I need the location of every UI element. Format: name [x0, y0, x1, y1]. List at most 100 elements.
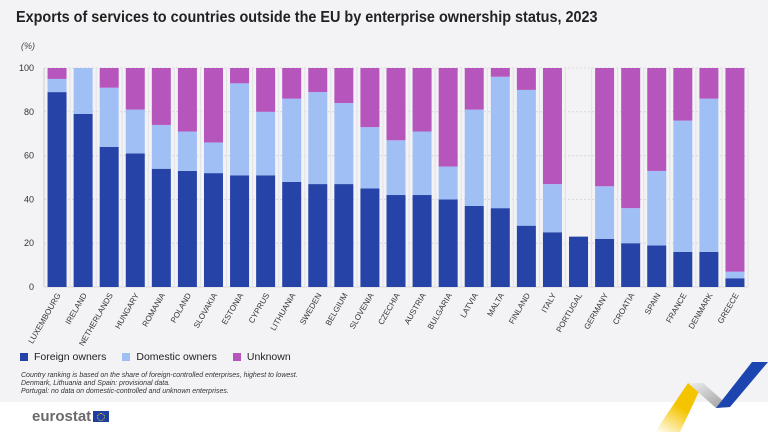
bar-segment-foreign — [725, 278, 745, 287]
x-tick-label: FINLAND — [507, 291, 532, 325]
bar-segment-foreign — [177, 170, 197, 287]
bar-segment-foreign — [438, 199, 458, 287]
footnote: Portugal: no data on domestic-controlled… — [21, 388, 229, 395]
x-tick-label: DENMARK — [687, 291, 715, 331]
bar-segment-unknown — [308, 68, 328, 93]
bar-segment-domestic — [151, 124, 171, 169]
bar-segment-foreign — [99, 146, 119, 287]
y-tick-label: 60 — [24, 151, 34, 161]
bar-segment-domestic — [699, 98, 719, 252]
x-tick-label: ITALY — [540, 291, 559, 314]
legend-item-domestic: Domestic owners — [122, 351, 217, 363]
bar-segment-unknown — [673, 68, 693, 121]
y-tick-label: 40 — [24, 194, 34, 204]
bar-segment-unknown — [490, 68, 510, 77]
bar-segment-foreign — [621, 243, 641, 287]
bar-segment-unknown — [699, 68, 719, 99]
x-tick-label: ROMANIA — [141, 291, 168, 328]
bar-segment-domestic — [203, 142, 223, 174]
legend-item-unknown: Unknown — [232, 351, 291, 363]
bar-segment-domestic — [725, 271, 745, 279]
legend-swatch — [20, 353, 28, 361]
legend-label: Domestic owners — [136, 351, 217, 363]
bar-segment-domestic — [360, 127, 380, 189]
bar-segment-unknown — [230, 68, 250, 84]
x-tick-label: ESTONIA — [220, 291, 246, 326]
x-tick-label: CYPRUS — [247, 292, 271, 325]
bar-segment-unknown — [125, 68, 145, 110]
bar-segment-domestic — [230, 83, 250, 176]
legend-swatch — [232, 353, 241, 361]
bar-segment-domestic — [516, 89, 536, 226]
eurostat-logo: eurostat — [32, 408, 110, 425]
bar-segment-foreign — [673, 251, 693, 287]
bar-segment-foreign — [151, 168, 171, 287]
bar-segment-domestic — [621, 208, 641, 244]
x-tick-label: LATVIA — [459, 291, 481, 319]
bar-segment-foreign — [360, 188, 380, 287]
y-tick-label: 20 — [24, 238, 34, 248]
bar-segment-unknown — [360, 68, 380, 128]
bar-segment-domestic — [47, 78, 67, 93]
bar-segment-unknown — [386, 68, 406, 141]
x-tick-label: FRANCE — [664, 292, 688, 325]
x-tick-label: LUXEMBOURG — [27, 292, 63, 346]
x-tick-label: HUNGARY — [113, 291, 141, 331]
x-tick-label: SLOVENIA — [348, 291, 376, 331]
bar-segment-foreign — [464, 205, 484, 287]
x-tick-label: BULGARIA — [426, 291, 454, 331]
bar-segment-foreign — [386, 195, 406, 287]
bar-segment-foreign — [282, 181, 302, 287]
bar-segment-foreign — [308, 184, 328, 287]
bar-segment-domestic — [386, 140, 406, 196]
legend-item-foreign: Foreign owners — [20, 351, 106, 363]
footnotes: Country ranking is based on the share of… — [21, 372, 298, 396]
bar-segment-foreign — [542, 232, 562, 287]
bar-segment-unknown — [464, 68, 484, 110]
bar-segment-domestic — [73, 68, 93, 114]
bar-segment-unknown — [47, 68, 67, 79]
bar-segment-foreign — [647, 245, 667, 287]
x-tick-label: CROATIA — [611, 291, 637, 326]
bar-segment-unknown — [438, 68, 458, 167]
footnote: Country ranking is based on the share of… — [21, 372, 298, 379]
bar-segment-unknown — [151, 68, 171, 125]
x-tick-label: SPAIN — [643, 291, 663, 316]
bar-segment-domestic — [177, 131, 197, 171]
x-tick-label: MALTA — [485, 291, 506, 318]
bar-segment-unknown — [647, 68, 667, 171]
bar-segment-domestic — [334, 103, 354, 185]
bar-segment-domestic — [282, 98, 302, 182]
footnote: Denmark, Lithuania and Spain: provisiona… — [21, 380, 171, 387]
bar-segment-unknown — [412, 68, 432, 132]
bar-segment-domestic — [99, 87, 119, 147]
bar-segment-domestic — [673, 120, 693, 252]
unit-label: (%) — [21, 41, 35, 51]
bar-segment-unknown — [516, 68, 536, 90]
bar-segment-foreign — [125, 153, 145, 287]
y-tick-label: 0 — [29, 282, 34, 292]
bar-segment-domestic — [542, 184, 562, 233]
bar-segment-unknown — [177, 68, 197, 132]
bar-segment-foreign — [334, 184, 354, 287]
x-tick-label: GERMANY — [582, 291, 610, 331]
x-tick-label: SLOVAKIA — [192, 291, 220, 330]
legend: Foreign owners Domestic owners Unknown — [20, 351, 291, 363]
x-tick-label: GREECE — [716, 292, 741, 326]
bar-segment-foreign — [47, 92, 67, 287]
bar-segment-unknown — [99, 68, 119, 88]
bar-segment-unknown — [621, 68, 641, 209]
bar-segment-unknown — [203, 68, 223, 143]
bar-segment-foreign — [230, 175, 250, 287]
bar-segment-unknown — [282, 68, 302, 99]
legend-swatch — [122, 353, 131, 361]
x-tick-label: BELGIUM — [324, 291, 350, 327]
bar-segment-domestic — [464, 109, 484, 206]
bar-segment-unknown — [595, 68, 615, 187]
bar-segment-unknown — [256, 68, 276, 112]
eu-flag-icon — [93, 411, 110, 422]
bar-segment-domestic — [490, 76, 510, 209]
bar-segment-domestic — [308, 92, 328, 185]
bar-segment-foreign — [412, 195, 432, 287]
